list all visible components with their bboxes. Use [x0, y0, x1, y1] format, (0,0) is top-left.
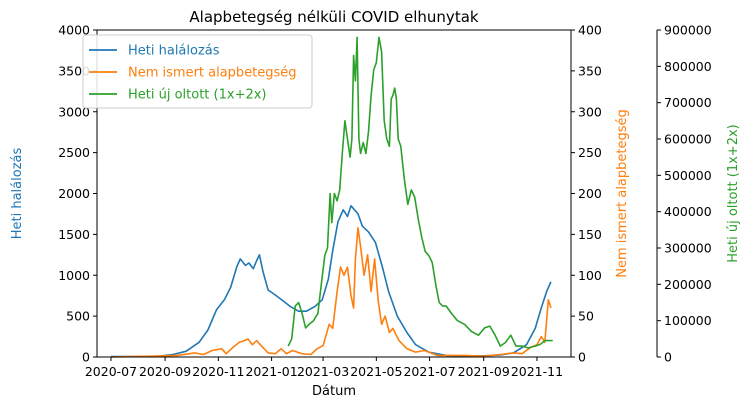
series-layer	[110, 36, 553, 358]
y-tick-label-right2: 500000	[664, 168, 712, 183]
y-tick-label-left: 1500	[58, 227, 90, 242]
y-tick-label-left: 4000	[58, 23, 90, 38]
y-tick-label-right2: 200000	[664, 277, 712, 292]
x-tick-label: 2021-01	[245, 364, 297, 379]
y-tick-label-right1: 200	[578, 186, 602, 201]
y-tick-label-right1: 400	[578, 23, 602, 38]
legend: Heti halálozás Nem ismert alapbetegség H…	[82, 34, 313, 109]
legend-label-heti-uj-oltott: Heti új oltott (1x+2x)	[128, 88, 267, 103]
y-tick-label-left: 0	[82, 350, 90, 365]
legend-label-nem-ismert-alapbetegseg: Nem ismert alapbetegség	[128, 66, 297, 81]
y-tick-label-right1: 50	[578, 309, 594, 324]
x-tick-label: 2021-05	[350, 364, 402, 379]
x-tick-label: 2020-11	[192, 364, 244, 379]
y-tick-label-right2: 0	[664, 350, 672, 365]
series-line-nem-ismert-alapbetegseg	[110, 227, 552, 358]
x-tick-label: 2021-03	[297, 364, 349, 379]
axes-layer: 2020-07 2020-09 2020-11 2021-01 2021-03 2021-…	[58, 23, 712, 380]
y-tick-label-right1: 150	[578, 227, 602, 242]
y-axis-left-title: Heti halálozás	[10, 148, 25, 240]
series-line-heti-halalozas	[111, 205, 552, 358]
x-tick-label: 2021-09	[458, 364, 510, 379]
legend-box	[82, 34, 313, 109]
x-tick-label: 2021-07	[403, 364, 455, 379]
y-tick-label-left: 1000	[58, 268, 90, 283]
y-tick-label-left: 3000	[58, 104, 90, 119]
y-tick-label-right2: 800000	[664, 59, 712, 74]
y-tick-label-right2: 900000	[664, 23, 712, 38]
y-tick-label-right1: 250	[578, 145, 602, 160]
x-tick-label: 2020-09	[139, 364, 191, 379]
y-tick-label-right2: 100000	[664, 313, 712, 328]
chart-title: Alapbetegség nélküli COVID elhunytak	[189, 8, 478, 26]
y-tick-label-left: 2500	[58, 145, 90, 160]
y-axis-right1-title: Nem ismert alapbetegség	[615, 109, 630, 278]
y-axis-right2-title: Heti új oltott (1x+2x)	[726, 124, 741, 263]
y-tick-label-right2: 300000	[664, 241, 712, 256]
y-tick-label-right2: 600000	[664, 132, 712, 147]
y-tick-label-right2: 700000	[664, 95, 712, 110]
y-tick-label-left: 500	[66, 309, 90, 324]
y-tick-label-right2: 400000	[664, 204, 712, 219]
y-tick-label-left: 3500	[58, 63, 90, 78]
y-tick-label-right1: 350	[578, 63, 602, 78]
x-tick-label: 2020-07	[85, 364, 137, 379]
series-line-heti-uj-oltott-1x-2x	[287, 36, 553, 349]
y-tick-label-right1: 0	[578, 350, 586, 365]
y-tick-label-right1: 100	[578, 268, 602, 283]
x-axis-title: Dátum	[312, 384, 356, 399]
legend-label-heti-halalozas: Heti halálozás	[128, 44, 220, 59]
y-tick-label-left: 2000	[58, 186, 90, 201]
x-tick-label: 2021-11	[511, 364, 563, 379]
y-tick-label-right1: 300	[578, 104, 602, 119]
